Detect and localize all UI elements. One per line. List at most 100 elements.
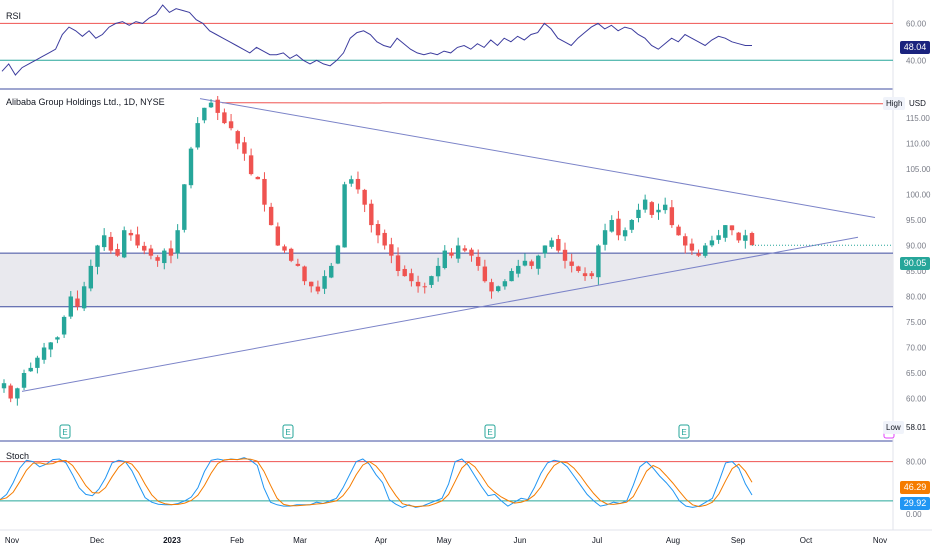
candle-body	[729, 225, 735, 231]
candle-body	[162, 250, 167, 264]
high-label: High	[883, 97, 906, 110]
candle-body	[128, 232, 134, 236]
price-tick-label: 75.00	[906, 318, 927, 327]
earnings-marker-label: E	[285, 428, 290, 437]
candle-body	[202, 107, 207, 121]
x-axis-label: Sep	[731, 536, 746, 545]
stoch-title: Stoch	[6, 451, 30, 461]
price-tick-label: 105.00	[906, 165, 931, 174]
x-axis-label: May	[436, 536, 451, 545]
candle-body	[295, 263, 301, 266]
candle-body	[389, 244, 394, 256]
candle-body	[616, 218, 621, 236]
earnings-marker-label: E	[681, 428, 686, 437]
candle-body	[175, 230, 180, 254]
stoch-d-badge: 29.92	[900, 497, 930, 510]
low-value: 58.01	[906, 423, 927, 432]
low-label: Low	[883, 421, 904, 434]
x-axis-label: Mar	[293, 536, 307, 545]
candle-body	[188, 148, 194, 186]
candle-body	[522, 260, 528, 266]
candle-body	[28, 367, 33, 372]
x-axis-label: Jul	[592, 536, 602, 545]
candle-body	[636, 209, 641, 219]
candle-body	[703, 245, 708, 256]
candle-body	[61, 316, 67, 335]
candle-body	[435, 265, 441, 277]
candle-body	[315, 286, 321, 292]
candle-body	[536, 255, 541, 269]
candle-body	[662, 204, 668, 211]
earnings-marker[interactable]	[484, 424, 496, 439]
candle-body	[242, 142, 247, 154]
candle-body	[422, 286, 427, 288]
candle-body	[268, 206, 274, 226]
stoch-k-badge: 46.29	[900, 481, 930, 494]
candle-body	[68, 296, 73, 317]
currency-label[interactable]: USD	[909, 99, 926, 108]
candle-body	[329, 265, 334, 278]
candle-body	[482, 266, 488, 282]
earnings-marker[interactable]	[59, 424, 71, 439]
candle-body	[502, 281, 508, 287]
candle-body	[168, 248, 174, 256]
candle-body	[48, 342, 53, 350]
candle-body	[41, 347, 47, 360]
candle-body	[489, 282, 494, 292]
candle-body	[342, 184, 347, 248]
x-axis-label: Nov	[873, 536, 887, 545]
candle-body	[496, 286, 501, 291]
earnings-marker[interactable]	[282, 424, 294, 439]
last-price-badge: 90.05	[900, 257, 930, 270]
candle-body	[122, 230, 127, 258]
candle-body	[335, 245, 341, 264]
earnings-marker[interactable]	[678, 424, 690, 439]
candle-body	[349, 179, 354, 184]
candle-body	[255, 176, 260, 180]
candle-body	[208, 102, 214, 108]
x-axis-label: Feb	[230, 536, 244, 545]
candle-body	[142, 245, 147, 251]
candle-body	[402, 268, 407, 277]
candle-body	[375, 224, 381, 236]
candle-body	[135, 234, 140, 246]
rsi-tick-label: 40.00	[906, 56, 927, 65]
candle-body	[562, 249, 568, 261]
candle-body	[743, 235, 748, 241]
candle-body	[723, 225, 728, 238]
price-tick-label: 85.00	[906, 267, 927, 276]
candle-body	[302, 266, 307, 282]
candle-body	[589, 273, 594, 277]
resistance-line	[221, 102, 894, 105]
candle-body	[696, 253, 701, 256]
x-axis-label: 2023	[163, 536, 181, 545]
stoch-k-line	[0, 457, 753, 508]
candle-body	[21, 373, 27, 388]
x-axis-label: Dec	[90, 536, 104, 545]
candle-body	[262, 178, 267, 205]
candle-body	[409, 273, 414, 282]
candle-body	[455, 245, 461, 259]
candle-body	[556, 238, 561, 251]
price-tick-label: 110.00	[906, 140, 930, 149]
candle-body	[275, 226, 281, 246]
candle-body	[415, 281, 421, 287]
candle-body	[716, 235, 721, 240]
candle-body	[228, 121, 234, 129]
candle-body	[622, 230, 628, 237]
rsi-line	[1, 4, 752, 76]
price-tick-label: 95.00	[906, 216, 927, 225]
candle-body	[576, 266, 581, 271]
candle-body	[75, 298, 80, 307]
candle-body	[683, 236, 688, 246]
candle-body	[469, 249, 474, 256]
candle-body	[749, 233, 755, 246]
candle-body	[362, 189, 367, 205]
candle-body	[462, 248, 468, 251]
candle-body	[282, 246, 287, 251]
price-tick-label: 90.00	[906, 242, 927, 251]
price-tick-label: 100.00	[906, 191, 931, 200]
candle-body	[222, 112, 227, 124]
